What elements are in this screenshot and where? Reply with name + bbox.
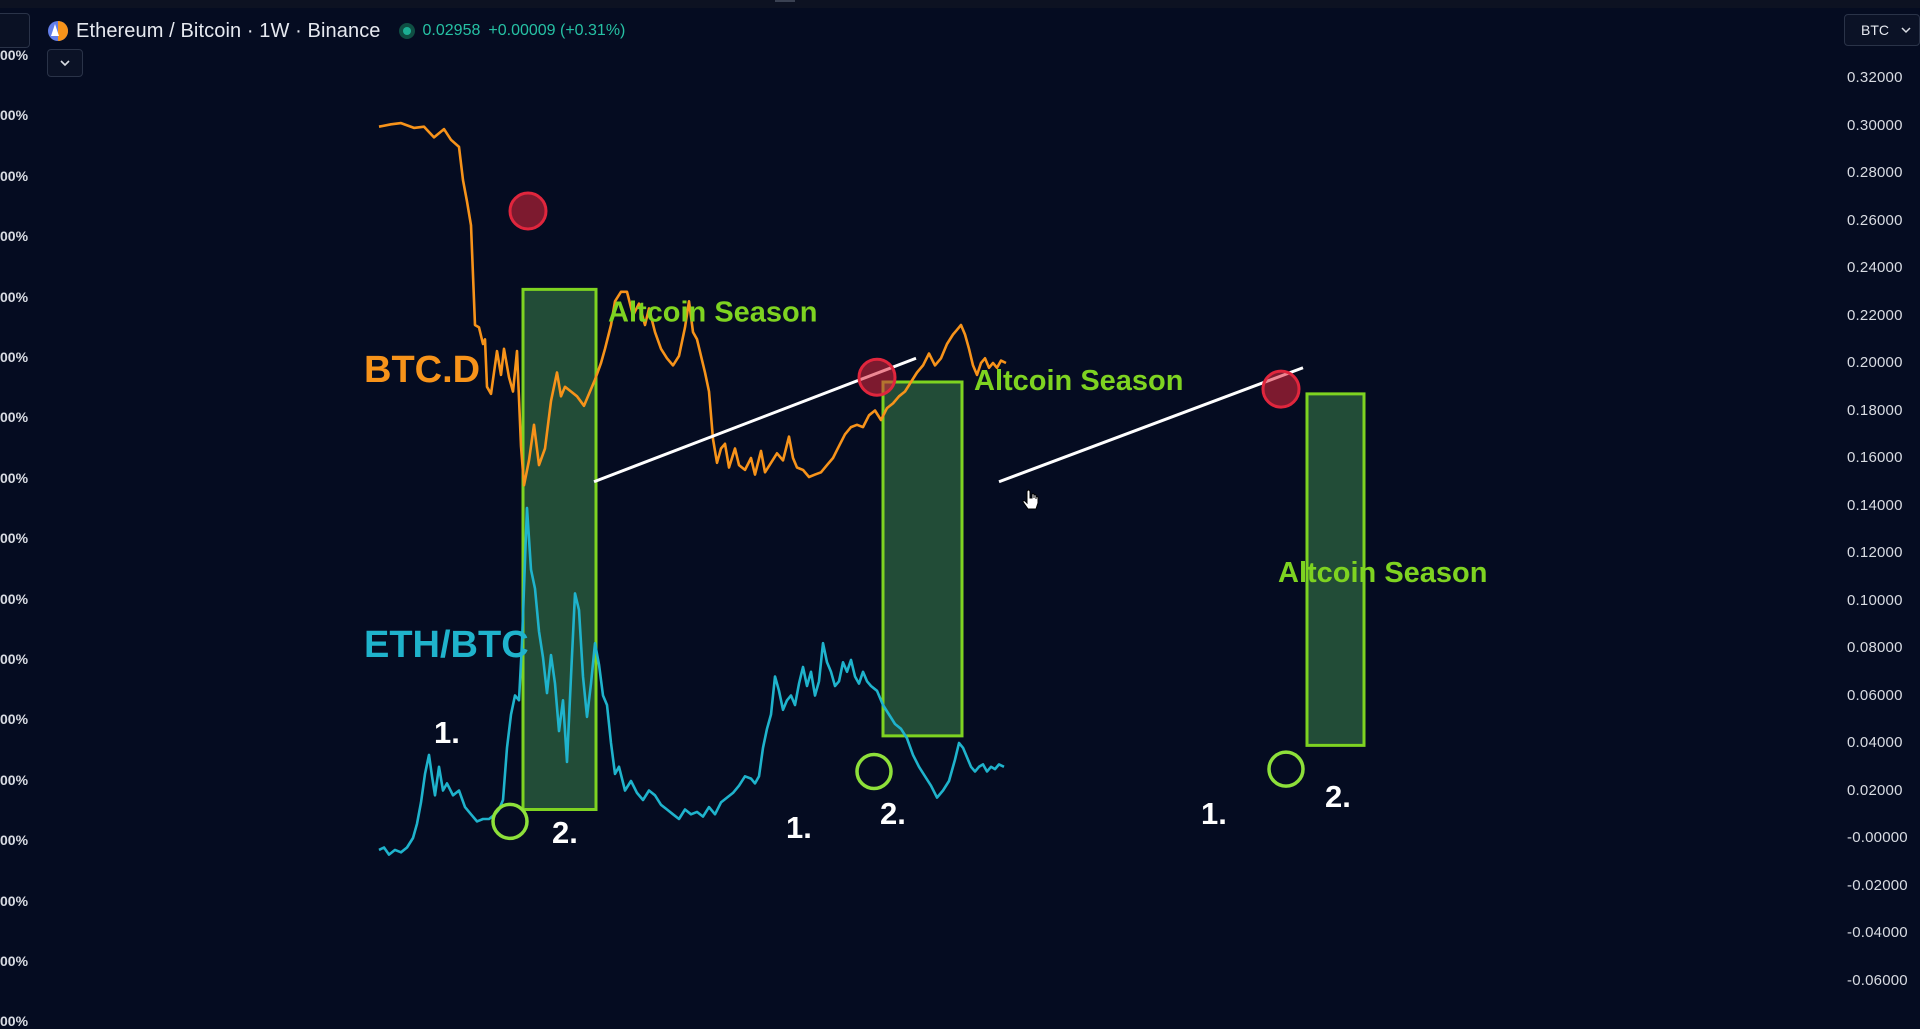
sell-signal-marker xyxy=(857,357,897,397)
percent-axis-tick: 00% xyxy=(0,288,29,305)
step-annotation: 2. xyxy=(880,796,906,831)
price-axis-tick: 0.02000 xyxy=(1847,781,1903,799)
hand-pointer-icon xyxy=(1022,489,1039,510)
price-axis-tick: -0.00000 xyxy=(1847,829,1908,846)
price-axis-tick: 0.10000 xyxy=(1847,591,1903,609)
price-axis-tick: 0.24000 xyxy=(1847,259,1903,276)
sell-signal-marker xyxy=(1261,369,1301,409)
ethereum-bitcoin-pair-icon[interactable] xyxy=(48,21,68,41)
altcoin-season-box xyxy=(881,380,964,738)
price-axis-tick: -0.06000 xyxy=(1847,971,1908,989)
buy-signal-marker xyxy=(1267,750,1305,788)
price-axis-tick: 0.06000 xyxy=(1847,686,1903,704)
percent-axis-tick: 00% xyxy=(0,711,29,728)
price-axis-tick: 0.30000 xyxy=(1847,116,1903,134)
percent-axis-tick: 00% xyxy=(0,953,29,969)
step-annotation: 2. xyxy=(1325,779,1351,814)
left-panel-edge[interactable] xyxy=(0,13,30,48)
percent-axis-tick: 00% xyxy=(0,409,29,426)
altcoin-season-label: Altcoin Season xyxy=(1278,557,1488,589)
price-axis-tick: 0.16000 xyxy=(1847,449,1903,466)
symbol-header: Ethereum / Bitcoin · 1W · Binance 0.0295… xyxy=(48,18,625,44)
price-axis-tick: -0.02000 xyxy=(1847,876,1908,894)
price-axis-tick: 0.14000 xyxy=(1847,496,1903,514)
last-price: 0.02958 xyxy=(422,22,481,39)
percent-axis-tick: 00% xyxy=(0,832,29,849)
eth-btc-line xyxy=(378,506,1005,856)
percent-axis-tick: 00% xyxy=(0,590,29,607)
percent-axis-tick: 00% xyxy=(0,1013,29,1029)
symbol-title[interactable]: Ethereum / Bitcoin · 1W · Binance xyxy=(76,19,381,42)
step-annotation: 1. xyxy=(1201,796,1227,831)
step-annotation: 2. xyxy=(552,815,578,850)
btc-dominance-label: BTC.D xyxy=(364,349,480,391)
percent-axis-tick: 00% xyxy=(0,651,29,667)
price-axis-tick: 0.28000 xyxy=(1847,164,1903,181)
price-change: +0.00009 (+0.31%) xyxy=(488,22,626,39)
price-axis-tick: -0.04000 xyxy=(1847,924,1908,941)
price-axis-tick: 0.32000 xyxy=(1847,69,1903,86)
collapse-legend-button[interactable] xyxy=(47,49,83,77)
buy-signal-marker xyxy=(491,802,529,841)
currency-label: BTC xyxy=(1861,22,1889,38)
chart-canvas[interactable]: Altcoin Season Altcoin Season Altcoin Seas… xyxy=(0,0,1835,980)
panel-resize-handle[interactable] xyxy=(775,0,795,2)
price-axis-tick: 0.08000 xyxy=(1847,639,1903,656)
percent-axis-tick: 00% xyxy=(0,107,29,124)
eth-btc-label: ETH/BTC xyxy=(364,624,529,666)
percent-axis-tick: 00% xyxy=(0,47,29,63)
percent-axis-tick: 00% xyxy=(0,228,29,245)
market-status-icon xyxy=(398,23,415,39)
percent-axis-tick: 00% xyxy=(0,892,29,909)
altcoin-season-label: Altcoin Season xyxy=(974,365,1184,397)
btc-dominance-line xyxy=(378,121,1007,487)
price-axis[interactable]: 0.32000 0.30000 0.28000 0.26000 0.24000 0.220… xyxy=(1835,0,1920,989)
price-axis-tick: 0.04000 xyxy=(1847,734,1903,751)
percent-axis-tick: 00% xyxy=(0,349,29,365)
percent-axis-tick: 00% xyxy=(0,469,29,486)
price-axis-tick: 0.12000 xyxy=(1847,544,1903,561)
chevron-down-icon xyxy=(60,60,70,67)
altcoin-season-box xyxy=(1305,392,1366,747)
step-annotation: 1. xyxy=(434,715,460,750)
trend-line xyxy=(998,366,1304,484)
step-annotation: 1. xyxy=(786,810,812,845)
altcoin-season-label: Altcoin Season xyxy=(608,296,818,328)
chevron-down-icon xyxy=(1901,26,1911,33)
percent-axis-tick: 00% xyxy=(0,530,29,547)
price-axis-tick: 0.20000 xyxy=(1847,354,1903,371)
percent-axis-tick: 00% xyxy=(0,167,29,184)
price-axis-tick: 0.22000 xyxy=(1847,306,1903,324)
sell-signal-marker xyxy=(508,191,548,231)
price-axis-tick: 0.26000 xyxy=(1847,211,1903,229)
top-border xyxy=(0,0,1920,8)
percent-axis-tick: 00% xyxy=(0,771,29,788)
price-axis-tick: 0.18000 xyxy=(1847,401,1903,419)
buy-signal-marker xyxy=(855,752,893,791)
